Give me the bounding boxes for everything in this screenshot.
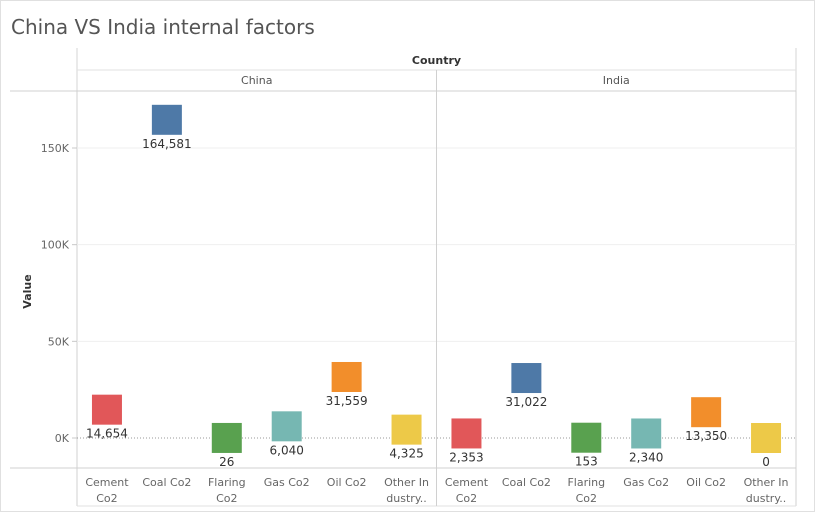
data-label: 14,654 xyxy=(86,427,128,441)
data-mark-india-coal-co2[interactable] xyxy=(511,363,542,394)
x-tick-label: Co2 xyxy=(576,492,597,505)
data-mark-india-oil-co2[interactable] xyxy=(691,397,722,428)
x-tick-label: Other In xyxy=(384,476,429,489)
data-label: 31,559 xyxy=(326,394,368,408)
y-tick-label: 50K xyxy=(48,335,70,348)
x-tick-label: Oil Co2 xyxy=(327,476,367,489)
data-mark-india-cement-co2[interactable] xyxy=(451,418,482,449)
data-mark-china-other-industry[interactable] xyxy=(391,414,422,445)
data-mark-india-flaring-co2[interactable] xyxy=(571,422,602,453)
data-label: 26 xyxy=(219,455,234,469)
x-tick-label: Gas Co2 xyxy=(623,476,669,489)
x-tick-label: Gas Co2 xyxy=(264,476,310,489)
x-tick-label: Coal Co2 xyxy=(142,476,191,489)
x-tick-label: Flaring xyxy=(567,476,605,489)
y-tick-label: 100K xyxy=(41,239,70,252)
data-label: 2,340 xyxy=(629,450,663,464)
x-tick-label: Flaring xyxy=(208,476,246,489)
x-tick-label: Other In xyxy=(744,476,789,489)
data-label: 13,350 xyxy=(685,429,727,443)
data-label: 153 xyxy=(575,455,598,469)
x-tick-label: Cement xyxy=(445,476,489,489)
data-mark-china-coal-co2[interactable] xyxy=(151,104,182,135)
x-tick-label: Coal Co2 xyxy=(502,476,551,489)
data-mark-china-flaring-co2[interactable] xyxy=(211,422,242,453)
y-tick-label: 150K xyxy=(41,142,70,155)
y-axis-label: Value xyxy=(21,274,34,308)
x-tick-label: dustry.. xyxy=(746,492,786,505)
data-label: 0 xyxy=(762,455,770,469)
x-tick-label: Oil Co2 xyxy=(686,476,726,489)
data-mark-india-gas-co2[interactable] xyxy=(631,418,662,449)
panel-header-china: China xyxy=(241,74,272,87)
panel-header-india: India xyxy=(603,74,630,87)
x-tick-label: dustry.. xyxy=(386,492,426,505)
data-label: 31,022 xyxy=(505,395,547,409)
data-mark-china-oil-co2[interactable] xyxy=(331,361,362,392)
x-tick-label: Cement xyxy=(85,476,129,489)
x-tick-label: Co2 xyxy=(96,492,117,505)
x-tick-label: Co2 xyxy=(456,492,477,505)
data-label: 6,040 xyxy=(270,443,304,457)
data-mark-india-other-industry[interactable] xyxy=(751,423,782,453)
column-header-title: Country xyxy=(412,54,461,67)
data-label: 4,325 xyxy=(389,447,423,461)
y-tick-label: 0K xyxy=(55,432,70,445)
data-mark-china-cement-co2[interactable] xyxy=(91,394,122,425)
data-label: 164,581 xyxy=(142,137,192,151)
x-tick-label: Co2 xyxy=(216,492,237,505)
chart-title: China VS India internal factors xyxy=(11,15,315,39)
data-label: 2,353 xyxy=(449,450,483,464)
data-mark-china-gas-co2[interactable] xyxy=(271,411,302,442)
